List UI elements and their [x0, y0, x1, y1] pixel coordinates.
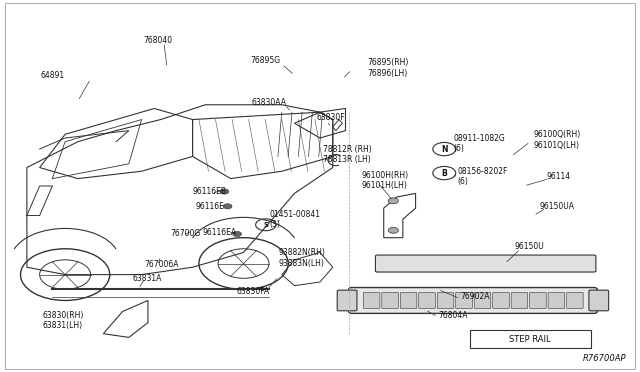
- Circle shape: [388, 198, 398, 204]
- FancyBboxPatch shape: [548, 292, 564, 309]
- Text: 767006A: 767006A: [145, 260, 179, 269]
- Text: 96116EB: 96116EB: [193, 187, 227, 196]
- Text: 96150U: 96150U: [515, 243, 544, 251]
- FancyBboxPatch shape: [419, 292, 435, 309]
- Text: R76700AP: R76700AP: [582, 354, 626, 363]
- Text: N: N: [441, 145, 447, 154]
- Circle shape: [388, 227, 398, 233]
- Text: 63830FA: 63830FA: [237, 287, 269, 296]
- Text: STEP RAIL: STEP RAIL: [509, 335, 551, 344]
- Circle shape: [223, 204, 232, 209]
- FancyBboxPatch shape: [566, 292, 583, 309]
- Text: 768040: 768040: [143, 36, 172, 45]
- Text: 76804A: 76804A: [438, 311, 467, 320]
- Text: 96116E: 96116E: [196, 202, 225, 211]
- FancyBboxPatch shape: [474, 292, 491, 309]
- Text: 96114: 96114: [546, 172, 570, 181]
- FancyBboxPatch shape: [530, 292, 546, 309]
- FancyBboxPatch shape: [437, 292, 454, 309]
- Text: 76895(RH)
76896(LH): 76895(RH) 76896(LH): [368, 58, 409, 77]
- Text: 08156-8202F
(6): 08156-8202F (6): [457, 167, 508, 186]
- Text: 64891: 64891: [41, 71, 65, 80]
- Circle shape: [233, 231, 242, 237]
- Text: 78812R (RH)
78813R (LH): 78812R (RH) 78813R (LH): [323, 145, 372, 164]
- Text: 63830F: 63830F: [317, 113, 346, 122]
- FancyBboxPatch shape: [589, 290, 609, 311]
- Text: 63830(RH)
63831(LH): 63830(RH) 63831(LH): [43, 311, 84, 330]
- FancyBboxPatch shape: [456, 292, 472, 309]
- Text: S: S: [263, 222, 268, 228]
- Text: 76895G: 76895G: [251, 56, 281, 65]
- FancyBboxPatch shape: [337, 290, 357, 311]
- FancyBboxPatch shape: [376, 255, 596, 272]
- Text: 93882N(RH)
93883N(LH): 93882N(RH) 93883N(LH): [278, 248, 326, 268]
- Circle shape: [220, 189, 229, 194]
- Text: 96150UA: 96150UA: [540, 202, 575, 211]
- Text: B: B: [442, 169, 447, 177]
- FancyBboxPatch shape: [493, 292, 509, 309]
- FancyBboxPatch shape: [382, 292, 398, 309]
- Text: 63830AA: 63830AA: [252, 99, 287, 108]
- FancyBboxPatch shape: [400, 292, 417, 309]
- Text: 76700G: 76700G: [170, 230, 200, 238]
- Text: 96100H(RH)
96101H(LH): 96100H(RH) 96101H(LH): [362, 171, 408, 190]
- Text: 76902A: 76902A: [460, 292, 490, 301]
- Text: 63831A: 63831A: [132, 274, 161, 283]
- Text: 96116EA: 96116EA: [202, 228, 236, 237]
- Text: 96100Q(RH)
96101Q(LH): 96100Q(RH) 96101Q(LH): [534, 130, 580, 150]
- Text: 01451-00841
(3): 01451-00841 (3): [269, 209, 320, 229]
- FancyBboxPatch shape: [364, 292, 380, 309]
- FancyBboxPatch shape: [349, 288, 597, 313]
- FancyBboxPatch shape: [511, 292, 528, 309]
- Text: 08911-1082G
(6): 08911-1082G (6): [454, 134, 506, 153]
